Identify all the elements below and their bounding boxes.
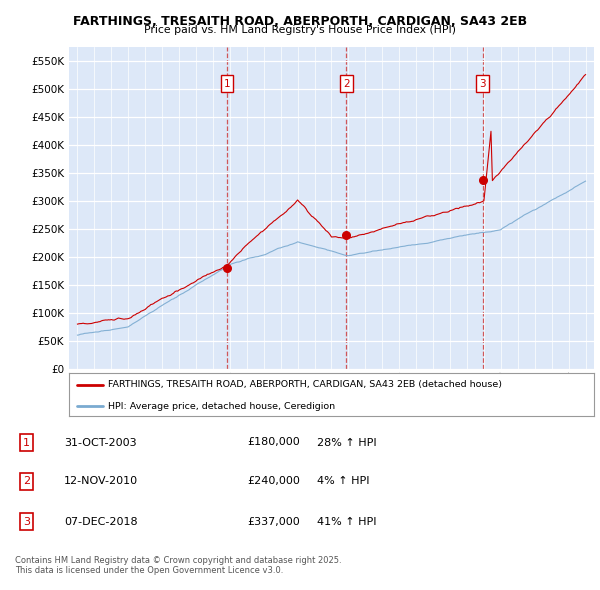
Text: £180,000: £180,000 <box>247 438 300 447</box>
Text: 2: 2 <box>343 78 350 88</box>
Text: 3: 3 <box>479 78 486 88</box>
Text: FARTHINGS, TRESAITH ROAD, ABERPORTH, CARDIGAN, SA43 2EB: FARTHINGS, TRESAITH ROAD, ABERPORTH, CAR… <box>73 15 527 28</box>
Text: Price paid vs. HM Land Registry's House Price Index (HPI): Price paid vs. HM Land Registry's House … <box>144 25 456 35</box>
Text: £240,000: £240,000 <box>247 477 300 486</box>
Text: 1: 1 <box>23 438 30 447</box>
Text: 28% ↑ HPI: 28% ↑ HPI <box>317 438 377 447</box>
Text: 1: 1 <box>224 78 230 88</box>
Text: 12-NOV-2010: 12-NOV-2010 <box>64 477 138 486</box>
Text: HPI: Average price, detached house, Ceredigion: HPI: Average price, detached house, Cere… <box>109 402 335 411</box>
Text: 31-OCT-2003: 31-OCT-2003 <box>64 438 136 447</box>
Text: FARTHINGS, TRESAITH ROAD, ABERPORTH, CARDIGAN, SA43 2EB (detached house): FARTHINGS, TRESAITH ROAD, ABERPORTH, CAR… <box>109 381 502 389</box>
Text: 3: 3 <box>23 517 30 526</box>
Text: £337,000: £337,000 <box>247 517 300 526</box>
Text: Contains HM Land Registry data © Crown copyright and database right 2025.
This d: Contains HM Land Registry data © Crown c… <box>15 556 341 575</box>
Text: 2: 2 <box>23 477 30 486</box>
Text: 07-DEC-2018: 07-DEC-2018 <box>64 517 137 526</box>
Text: 4% ↑ HPI: 4% ↑ HPI <box>317 477 370 486</box>
Text: 41% ↑ HPI: 41% ↑ HPI <box>317 517 377 526</box>
